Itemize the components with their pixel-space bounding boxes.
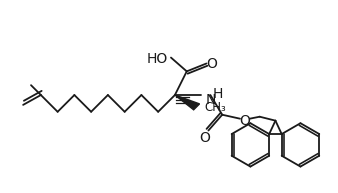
- Text: H: H: [212, 87, 223, 101]
- Polygon shape: [175, 95, 199, 110]
- Text: CH₃: CH₃: [204, 101, 226, 114]
- Text: O: O: [206, 58, 217, 71]
- Text: N: N: [206, 93, 216, 107]
- Text: O: O: [239, 114, 250, 128]
- Text: O: O: [199, 131, 210, 145]
- Text: HO: HO: [147, 52, 168, 66]
